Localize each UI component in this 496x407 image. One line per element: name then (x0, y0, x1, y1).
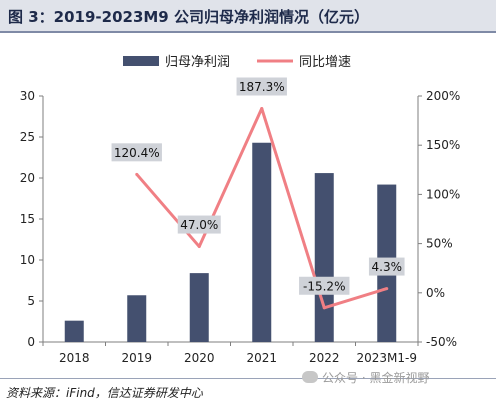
right-axis-tick-label: 100% (426, 187, 460, 201)
left-axis-tick-label: 0 (27, 335, 35, 349)
data-label: 4.3% (372, 260, 403, 274)
growth-rate-point (322, 306, 326, 310)
x-axis-tick-label: 2019 (121, 351, 152, 365)
data-label: 120.4% (114, 146, 160, 160)
wechat-logo-icon (302, 371, 318, 383)
title-bar: 图 3：2019-2023M9 公司归母净利润情况（亿元） (0, 0, 496, 31)
title-divider (0, 31, 496, 33)
watermark-text: 公众号 · 黑金新视野 (322, 371, 430, 385)
right-axis-tick-label: -50% (426, 335, 457, 349)
right-axis-tick-label: 200% (426, 89, 460, 103)
growth-rate-point (135, 172, 139, 176)
bar (189, 273, 209, 342)
left-axis-tick-label: 30 (20, 89, 35, 103)
watermark: 公众号 · 黑金新视野 (302, 369, 429, 386)
left-axis-tick-label: 20 (20, 171, 35, 185)
legend-label: 归母净利润 (165, 55, 230, 70)
growth-rate-point (385, 287, 389, 291)
x-axis-tick-label: 2018 (59, 351, 90, 365)
left-axis-tick-label: 5 (27, 294, 35, 308)
bar (127, 295, 147, 342)
bar (64, 320, 84, 342)
bar (252, 142, 272, 342)
legend-label: 同比增速 (299, 55, 351, 70)
left-axis-tick-label: 10 (20, 253, 35, 267)
left-axis-tick-label: 25 (20, 130, 35, 144)
data-label-box (111, 143, 162, 162)
right-axis-tick-label: 150% (426, 138, 460, 152)
data-label: 187.3% (239, 80, 285, 94)
data-label-box (299, 276, 350, 295)
figure-title: 图 3：2019-2023M9 公司归母净利润情况（亿元） (8, 8, 369, 26)
legend-bar-swatch (123, 56, 159, 66)
data-label: 47.0% (180, 218, 218, 232)
growth-rate-point (197, 245, 201, 249)
data-label-box (368, 257, 405, 276)
left-axis-tick-label: 15 (20, 212, 35, 226)
source-divider (0, 378, 496, 379)
data-label-box (236, 77, 287, 96)
bar (314, 173, 334, 342)
growth-rate-point (260, 106, 264, 110)
right-axis-tick-label: 50% (426, 237, 453, 251)
data-label-box (177, 215, 221, 234)
right-axis-tick-label: 0% (426, 286, 445, 300)
source-note: 资料来源：iFind，信达证券研发中心 (6, 386, 203, 400)
data-label: -15.2% (303, 279, 345, 293)
x-axis-tick-label: 2022 (309, 351, 340, 365)
x-axis-tick-label: 2021 (246, 351, 277, 365)
x-axis-tick-label: 2020 (184, 351, 215, 365)
x-axis-tick-label: 2023M1-9 (357, 351, 418, 365)
